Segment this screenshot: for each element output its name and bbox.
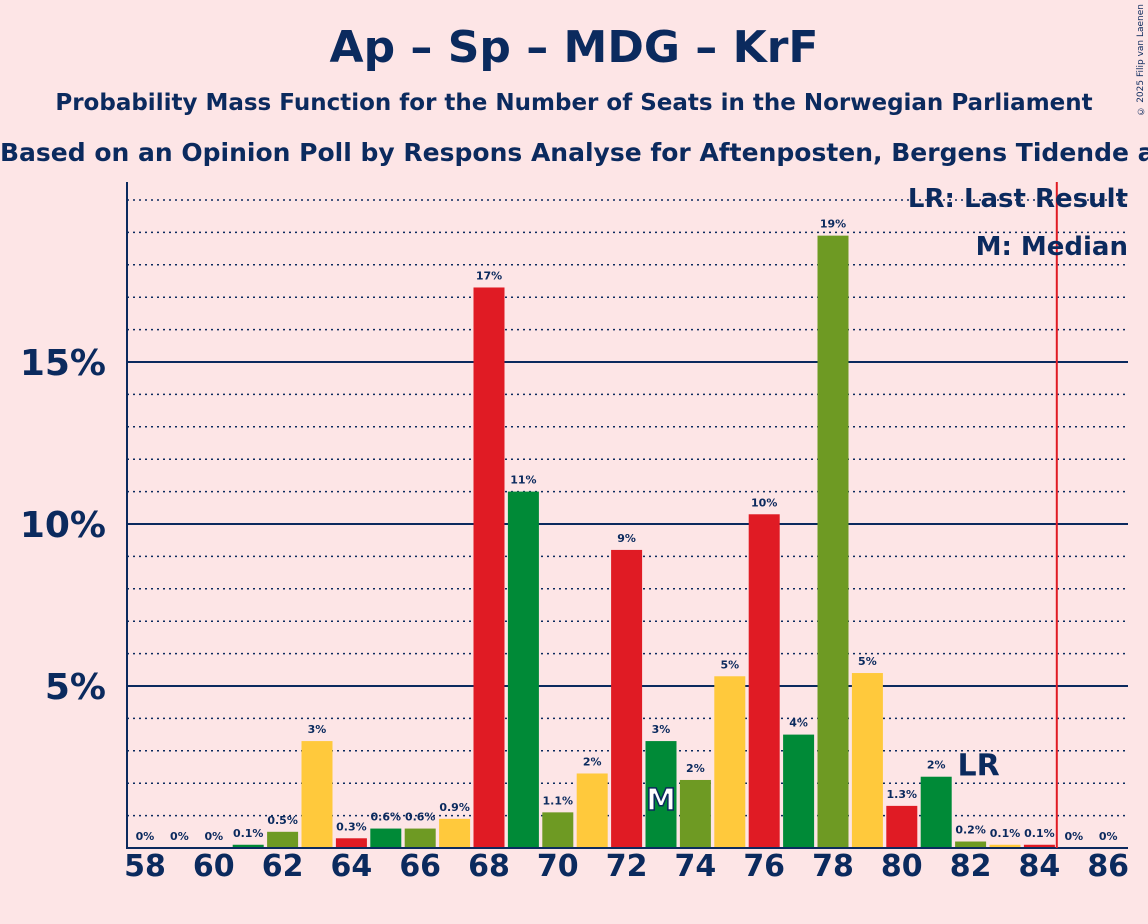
bar-seat-84 <box>1023 844 1055 848</box>
bar-seat-71 <box>576 773 608 848</box>
bar-seat-82 <box>955 841 987 848</box>
x-tick-78: 78 <box>812 849 854 884</box>
legend-last-result: LR: Last Result <box>907 184 1128 214</box>
bar-label-seat-66: 0.6% <box>405 811 436 824</box>
last-result-marker: LR <box>957 749 999 784</box>
x-tick-labels: 58 60 62 64 66 68 70 72 74 76 78 80 82 84 86 <box>124 849 1129 884</box>
bar-label-seat-69: 11% <box>510 474 536 487</box>
bar-seat-68 <box>473 287 505 849</box>
bar-seat-67 <box>439 818 471 848</box>
bar-label-seat-82: 0.2% <box>955 824 986 837</box>
bar-label-seat-83: 0.1% <box>990 827 1021 840</box>
grid-lines <box>127 199 1128 817</box>
bar-label-seat-70: 1.1% <box>543 794 574 807</box>
x-tick-70: 70 <box>537 849 579 884</box>
x-tick-58: 58 <box>124 849 166 884</box>
bar-label-seat-73: 3% <box>652 723 671 736</box>
bar-labels: 0% 0% 0% 0.1%0.5%3%0.3%0.6% 0.6%0.9%17%11%1.… <box>136 218 1118 843</box>
bar-seat-70 <box>542 812 574 848</box>
bar-seat-74 <box>679 779 711 848</box>
bar-label-seat-61: 0.1% <box>233 827 264 840</box>
bar-seat-73 <box>645 741 677 848</box>
bar-label-seat-78: 19% <box>820 218 846 231</box>
x-tick-82: 82 <box>950 849 992 884</box>
bar-seat-75 <box>714 676 746 848</box>
bar-seat-69 <box>507 491 539 848</box>
bar-label-seat-67: 0.9% <box>439 801 470 814</box>
x-tick-64: 64 <box>331 849 373 884</box>
bar-label-seat-77: 4% <box>789 717 808 730</box>
x-tick-72: 72 <box>606 849 648 884</box>
x-tick-62: 62 <box>262 849 304 884</box>
bar-seat-63 <box>301 741 333 848</box>
bar-seat-72 <box>611 549 643 848</box>
markers: M LR <box>645 182 1058 848</box>
x-tick-80: 80 <box>881 849 923 884</box>
bar-label-seat-68: 17% <box>476 269 502 282</box>
x-tick-60: 60 <box>193 849 235 884</box>
bar-seat-81 <box>920 776 952 848</box>
bar-label-seat-85: 0% <box>1064 830 1083 843</box>
y-tick-5: 5% <box>45 667 106 708</box>
x-tick-84: 84 <box>1019 849 1061 884</box>
x-tick-76: 76 <box>743 849 785 884</box>
bar-seat-83 <box>989 844 1021 848</box>
bar-seat-64 <box>335 838 367 848</box>
bars <box>232 235 1055 849</box>
bar-label-seat-81: 2% <box>927 759 946 772</box>
chart-title: Ap – Sp – MDG – KrF <box>329 22 819 73</box>
y-tick-10: 10% <box>20 505 106 546</box>
chart-subtitle: Probability Mass Function for the Number… <box>55 90 1093 116</box>
bar-label-seat-63: 3% <box>308 723 327 736</box>
bar-label-seat-76: 10% <box>751 496 777 509</box>
x-tick-68: 68 <box>468 849 510 884</box>
bar-label-seat-84: 0.1% <box>1024 827 1055 840</box>
bar-seat-79 <box>851 673 883 848</box>
bar-seat-66 <box>404 828 436 848</box>
bar-label-seat-59: 0% <box>170 830 189 843</box>
chart-source: Based on an Opinion Poll by Respons Anal… <box>0 138 1148 167</box>
bar-seat-62 <box>267 831 299 848</box>
y-tick-labels: 5% 10% 15% <box>20 343 106 708</box>
bar-label-seat-72: 9% <box>617 532 636 545</box>
bar-label-seat-71: 2% <box>583 755 602 768</box>
bar-seat-61 <box>232 844 264 848</box>
x-tick-66: 66 <box>399 849 441 884</box>
bar-seat-77 <box>783 734 815 848</box>
bar-label-seat-80: 1.3% <box>887 788 918 801</box>
axes <box>126 182 1128 849</box>
bar-label-seat-86: 0% <box>1099 830 1118 843</box>
x-tick-86: 86 <box>1087 849 1129 884</box>
x-tick-74: 74 <box>675 849 717 884</box>
bar-label-seat-60: 0% <box>204 830 223 843</box>
y-tick-15: 15% <box>20 343 106 384</box>
bar-label-seat-75: 5% <box>720 658 739 671</box>
bar-label-seat-79: 5% <box>858 655 877 668</box>
bar-label-seat-64: 0.3% <box>336 820 367 833</box>
bar-seat-65 <box>370 828 402 848</box>
legend-median: M: Median <box>975 232 1128 262</box>
median-marker: M <box>646 783 676 818</box>
bar-seat-76 <box>748 514 780 848</box>
bar-seat-80 <box>886 805 918 848</box>
bar-label-seat-65: 0.6% <box>371 811 402 824</box>
bar-label-seat-62: 0.5% <box>267 814 298 827</box>
bar-label-seat-58: 0% <box>136 830 155 843</box>
bar-label-seat-74: 2% <box>686 762 705 775</box>
bar-seat-78 <box>817 235 849 848</box>
